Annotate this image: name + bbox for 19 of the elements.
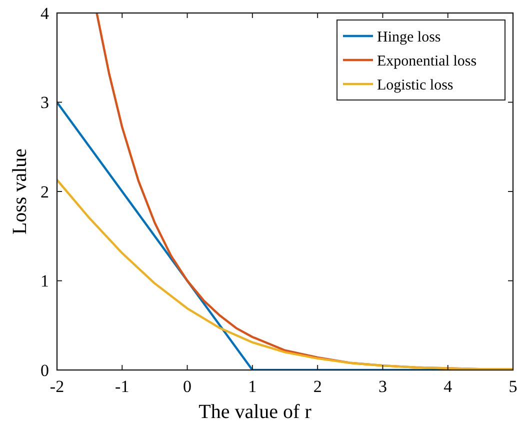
x-axis-title: The value of r — [198, 401, 312, 423]
x-tick-label: 1 — [248, 377, 257, 396]
y-tick-label: 2 — [40, 182, 49, 202]
legend-label: Exponential loss — [377, 53, 477, 70]
x-tick-label: 4 — [444, 377, 453, 396]
y-tick-label: 1 — [40, 272, 49, 291]
y-axis-title: Loss value — [9, 148, 31, 235]
legend-label: Logistic loss — [377, 77, 454, 94]
x-tick-label: 0 — [183, 377, 192, 396]
x-tick-label: 5 — [508, 377, 517, 396]
x-tick-label: 2 — [313, 377, 322, 396]
legend-label: Hinge loss — [377, 29, 441, 46]
y-tick-label: 4 — [40, 4, 50, 23]
y-tick-label: 3 — [40, 93, 49, 112]
x-tick-label: -1 — [115, 377, 130, 396]
line-series — [57, 178, 513, 370]
y-tick-label: 0 — [40, 360, 49, 380]
x-tick-label: -2 — [50, 377, 64, 396]
x-tick-label: 3 — [378, 377, 387, 396]
